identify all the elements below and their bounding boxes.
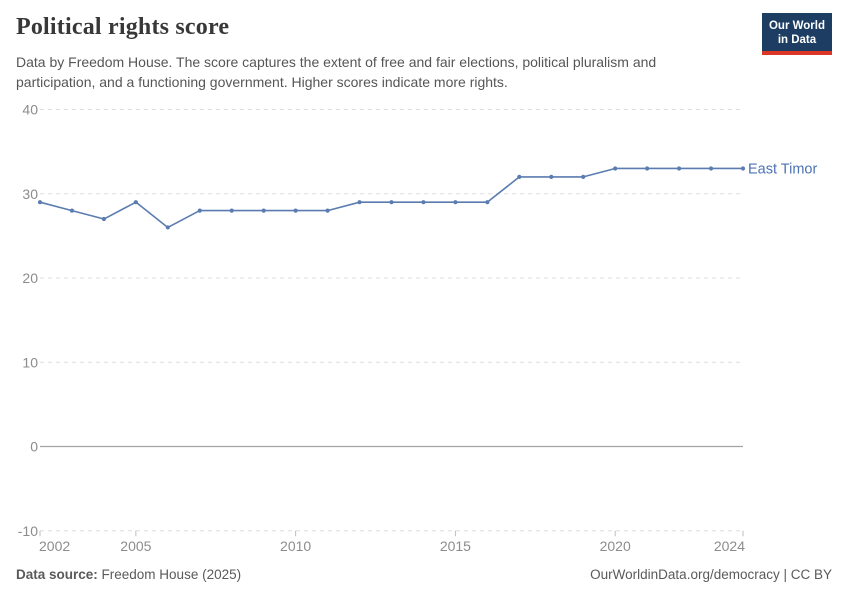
data-point[interactable] bbox=[517, 174, 522, 179]
data-source: Data source: Freedom House (2025) bbox=[16, 567, 241, 582]
data-point[interactable] bbox=[421, 200, 426, 205]
data-point[interactable] bbox=[581, 174, 586, 179]
chart-footer: Data source: Freedom House (2025) OurWor… bbox=[16, 567, 832, 582]
owid-logo-line1: Our World bbox=[768, 20, 825, 32]
data-point[interactable] bbox=[197, 208, 202, 213]
data-point[interactable] bbox=[261, 208, 266, 213]
owid-logo[interactable]: Our World in Data bbox=[761, 13, 832, 55]
x-axis-tick-label: 2002 bbox=[39, 538, 70, 554]
data-point[interactable] bbox=[229, 208, 234, 213]
data-point[interactable] bbox=[453, 200, 458, 205]
data-point[interactable] bbox=[485, 200, 490, 205]
data-point[interactable] bbox=[357, 200, 362, 205]
data-point[interactable] bbox=[389, 200, 394, 205]
data-source-label: Data source: bbox=[16, 567, 98, 582]
x-axis-tick-label: 2020 bbox=[600, 538, 631, 554]
y-axis-tick-label: 10 bbox=[22, 354, 38, 370]
data-point[interactable] bbox=[676, 166, 682, 171]
data-point[interactable] bbox=[37, 200, 43, 205]
data-point[interactable] bbox=[325, 208, 330, 213]
data-point[interactable] bbox=[293, 208, 298, 213]
data-point[interactable] bbox=[708, 166, 714, 171]
data-point[interactable] bbox=[165, 225, 170, 230]
data-point[interactable] bbox=[549, 174, 554, 179]
chart-subtitle: Data by Freedom House. The score capture… bbox=[16, 54, 657, 90]
series-label[interactable]: East Timor bbox=[748, 161, 817, 177]
data-point[interactable] bbox=[133, 200, 138, 205]
y-axis-tick-label: 0 bbox=[30, 439, 38, 455]
owid-logo-line2: in Data bbox=[777, 34, 817, 46]
data-point[interactable] bbox=[645, 166, 650, 171]
data-point[interactable] bbox=[740, 166, 746, 171]
y-axis-tick-label: 40 bbox=[22, 102, 38, 118]
data-point[interactable] bbox=[613, 166, 618, 171]
data-point[interactable] bbox=[101, 216, 107, 222]
x-axis-tick-label: 2015 bbox=[440, 538, 471, 554]
data-point[interactable] bbox=[69, 208, 75, 213]
page-title: Political rights score bbox=[16, 14, 230, 40]
x-axis-tick-label: 2024 bbox=[714, 538, 745, 554]
data-source-value: Freedom House (2025) bbox=[97, 567, 242, 582]
x-axis-tick-label: 2005 bbox=[120, 538, 151, 554]
y-axis-tick-label: 30 bbox=[22, 186, 38, 202]
data-line bbox=[39, 167, 743, 229]
y-axis-tick-label: -10 bbox=[18, 523, 38, 539]
x-axis-tick-label: 2010 bbox=[280, 538, 311, 554]
y-axis-tick-label: 20 bbox=[22, 270, 38, 286]
footer-citation-link[interactable]: OurWorldinData.org/democracy | CC BY bbox=[590, 567, 832, 582]
